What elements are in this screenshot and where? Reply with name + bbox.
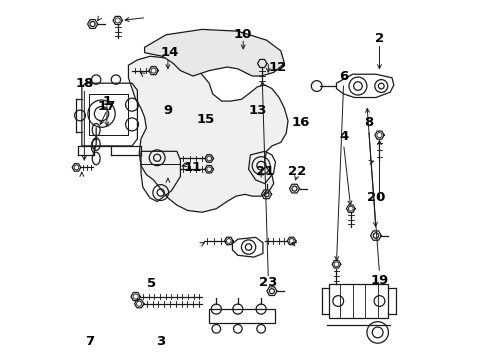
Bar	[209, 309, 275, 323]
Text: 17: 17	[98, 100, 116, 113]
Text: 19: 19	[370, 274, 389, 287]
Text: 21: 21	[256, 165, 274, 177]
Polygon shape	[128, 56, 288, 212]
Polygon shape	[145, 30, 285, 76]
Text: 1: 1	[102, 95, 112, 108]
Text: 3: 3	[156, 335, 165, 348]
Text: 10: 10	[234, 28, 252, 41]
Text: 22: 22	[288, 165, 306, 177]
Text: 23: 23	[259, 276, 277, 289]
Text: 11: 11	[184, 161, 202, 174]
Text: 5: 5	[147, 278, 156, 291]
Text: 12: 12	[268, 60, 286, 73]
Text: 20: 20	[367, 192, 385, 204]
Text: 4: 4	[339, 130, 348, 144]
Text: 15: 15	[196, 113, 215, 126]
Text: 14: 14	[161, 46, 179, 59]
Text: 2: 2	[375, 32, 384, 45]
Text: 9: 9	[163, 104, 172, 117]
Text: 7: 7	[86, 335, 95, 348]
Text: 16: 16	[292, 116, 310, 129]
Bar	[329, 284, 389, 318]
Text: 8: 8	[364, 116, 373, 129]
Text: 18: 18	[75, 77, 94, 90]
Text: 6: 6	[339, 69, 348, 82]
Text: 13: 13	[248, 104, 267, 117]
